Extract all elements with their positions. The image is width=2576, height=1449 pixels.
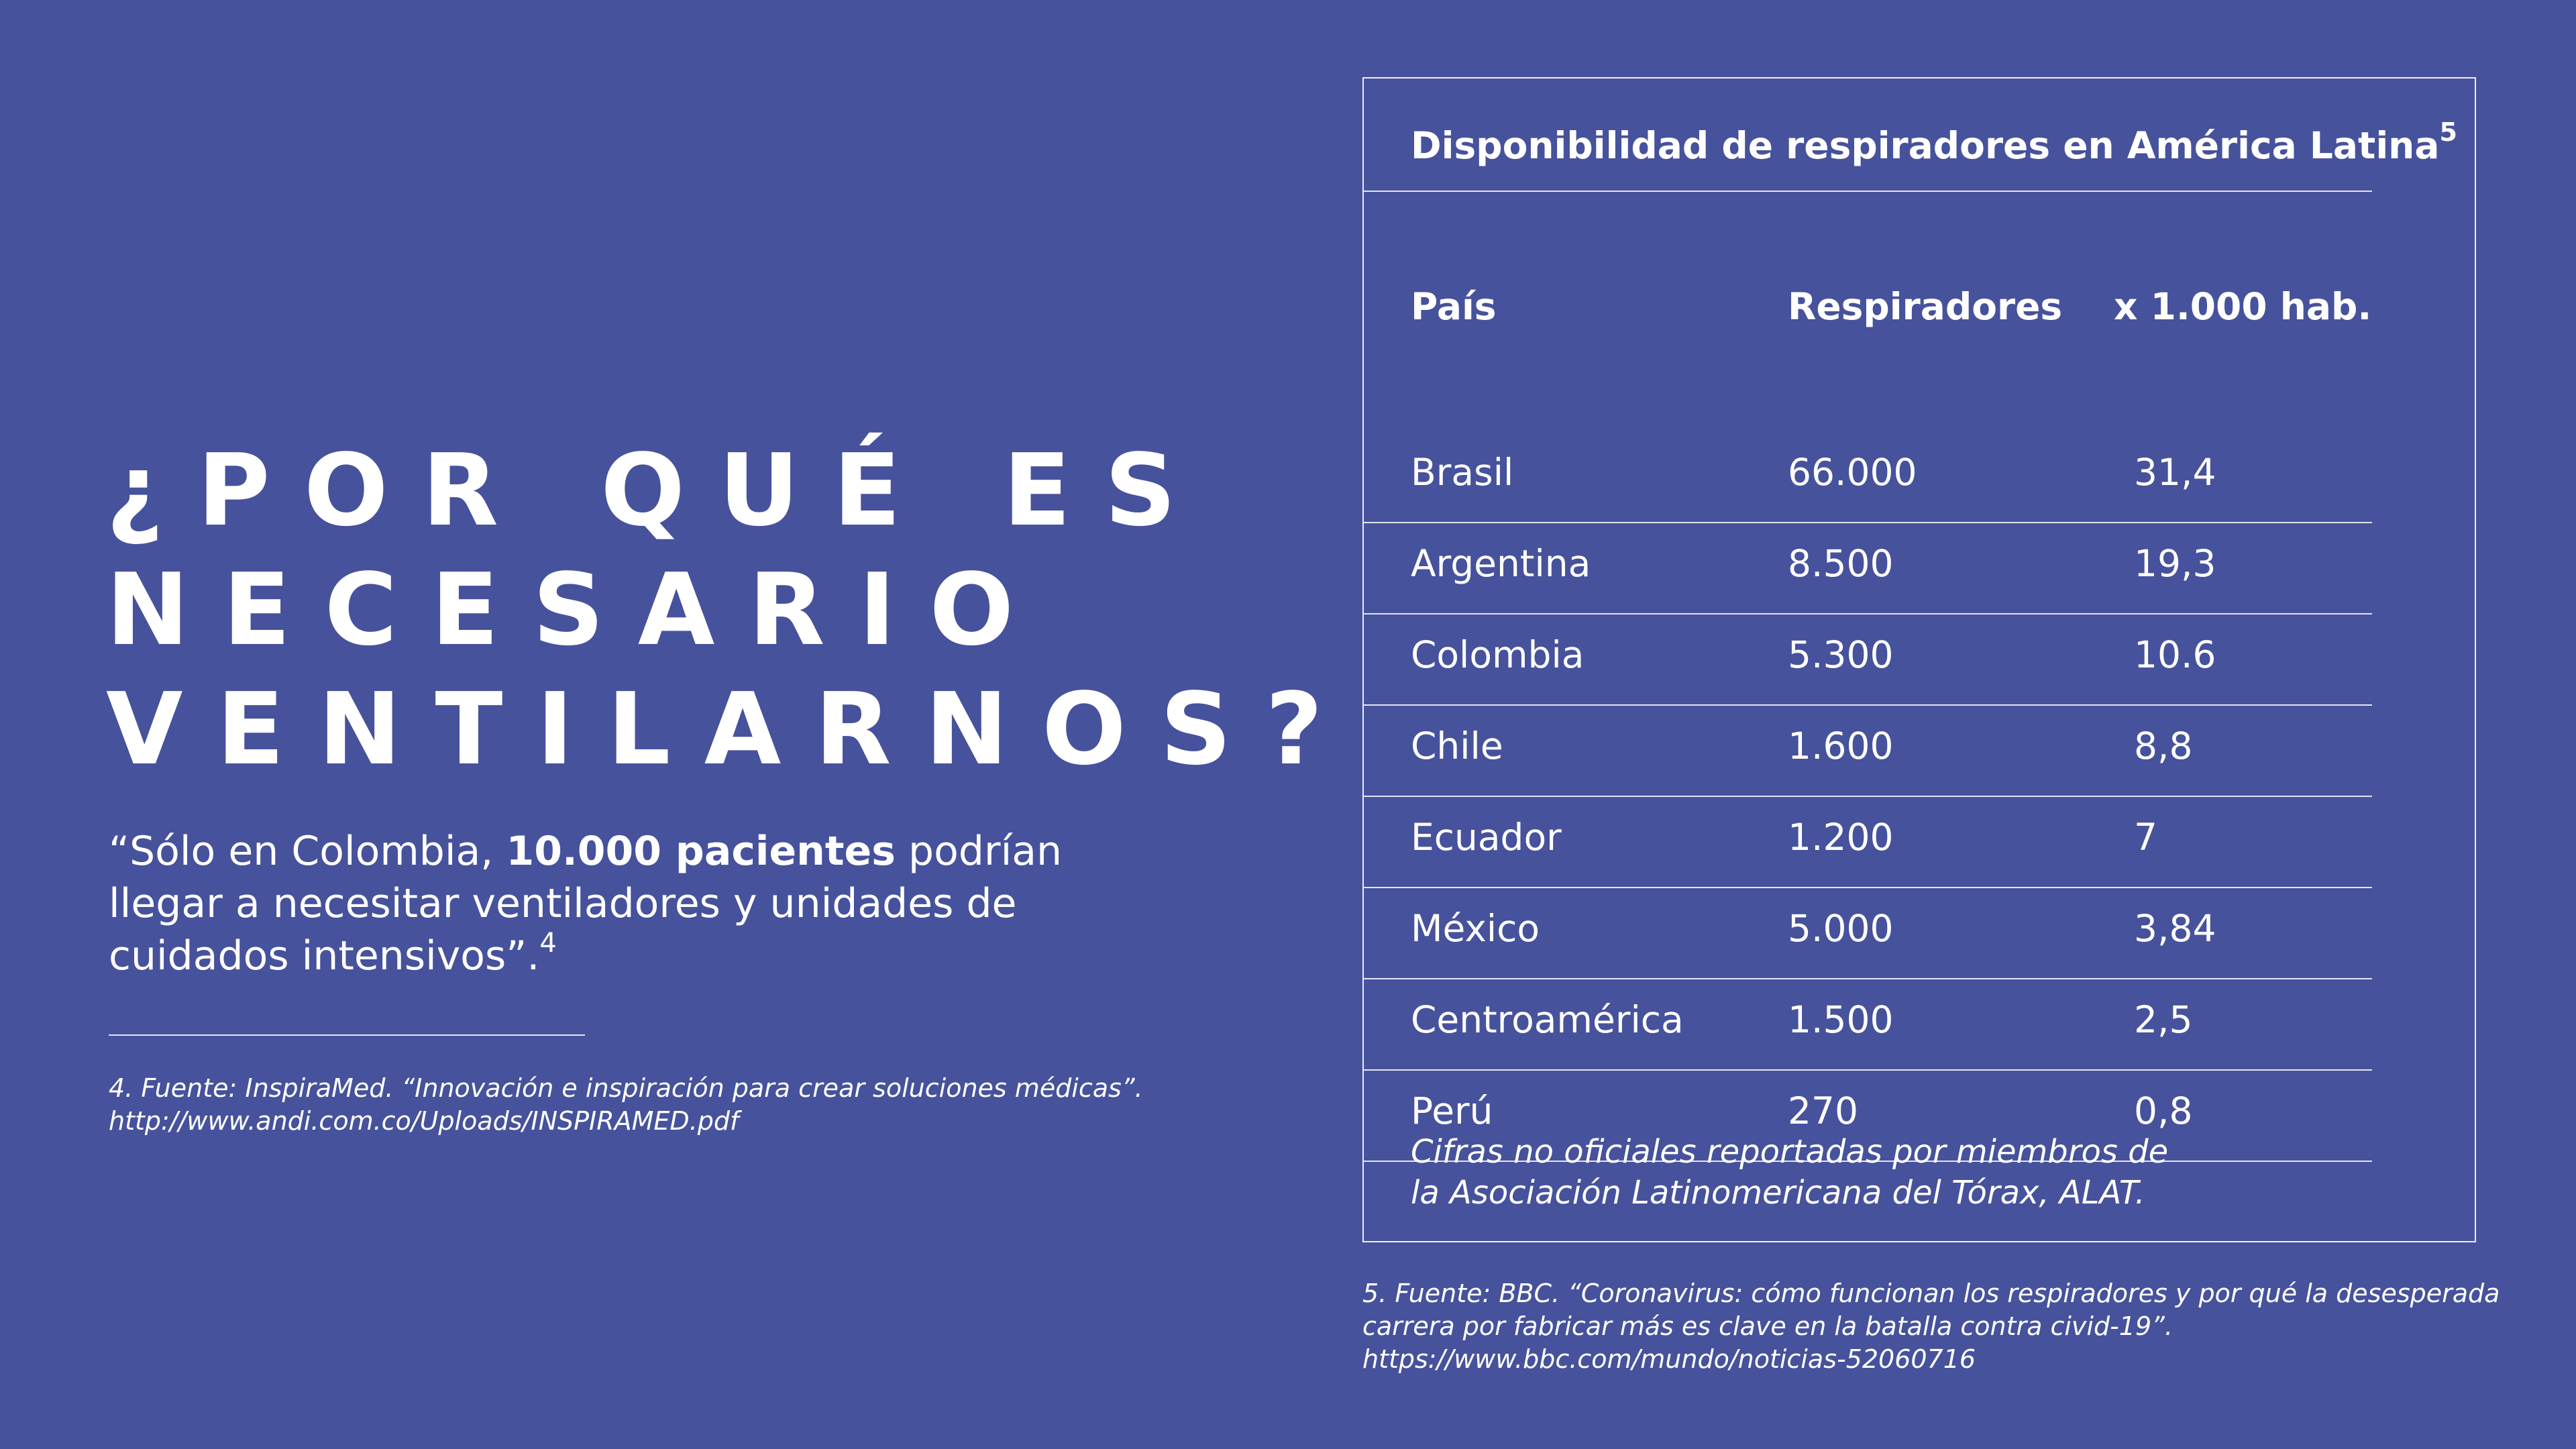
title-divider — [1364, 191, 2372, 192]
header-country: País — [1411, 285, 1497, 328]
table-row: Brasil 66.000 31,4 — [1364, 432, 2372, 523]
row-divider — [1364, 887, 2372, 888]
cell-per-thousand: 3,84 — [2134, 907, 2216, 950]
cell-ventilators: 5.300 — [1788, 633, 1894, 676]
row-divider — [1364, 522, 2372, 523]
headline-line-2: NECESARIO — [106, 552, 1048, 667]
table-row: Perú 270 0,8 — [1364, 1071, 2372, 1162]
row-divider — [1364, 1069, 2372, 1071]
footnote-4: 4. Fuente: InspiraMed. “Innovación e ins… — [109, 1073, 1143, 1136]
quote-before: “Sólo en Colombia, — [109, 828, 506, 875]
cell-country: Centroamérica — [1411, 998, 1684, 1041]
row-divider — [1364, 1161, 2372, 1162]
cell-ventilators: 5.000 — [1788, 907, 1894, 950]
cell-ventilators: 270 — [1788, 1089, 1858, 1132]
cell-per-thousand: 10.6 — [2134, 633, 2216, 676]
cell-per-thousand: 19,3 — [2134, 542, 2216, 585]
quote-after: podrían llegar a necesitar ventiladores … — [109, 828, 1063, 979]
row-divider — [1364, 704, 2372, 706]
table-row: México 5.000 3,84 — [1364, 888, 2372, 979]
table-row: Colombia 5.300 10.6 — [1364, 614, 2372, 706]
table-title: Disponibilidad de respiradores en Améric… — [1411, 112, 2457, 179]
cell-per-thousand: 0,8 — [2134, 1089, 2193, 1132]
table-row: Chile 1.600 8,8 — [1364, 706, 2372, 797]
cell-per-thousand: 31,4 — [2134, 451, 2216, 494]
cell-per-thousand: 2,5 — [2134, 998, 2193, 1041]
header-ventilators: Respiradores — [1788, 285, 2063, 328]
ventilator-table-panel: Disponibilidad de respiradores en Améric… — [1362, 77, 2476, 1242]
cell-country: Colombia — [1411, 633, 1585, 676]
cell-per-thousand: 7 — [2134, 816, 2157, 859]
header-per-thousand: x 1.000 hab. — [2114, 285, 2372, 328]
cell-ventilators: 8.500 — [1788, 542, 1894, 585]
row-divider — [1364, 796, 2372, 797]
table-row: Argentina 8.500 19,3 — [1364, 523, 2372, 614]
cell-ventilators: 1.600 — [1788, 724, 1894, 767]
cell-country: Chile — [1411, 724, 1503, 767]
cell-country: México — [1411, 907, 1540, 950]
table-title-text: Disponibilidad de respiradores en Améric… — [1411, 124, 2440, 167]
cell-ventilators: 66.000 — [1788, 451, 1917, 494]
cell-ventilators: 1.200 — [1788, 816, 1894, 859]
cell-country: Ecuador — [1411, 816, 1562, 859]
cell-country: Argentina — [1411, 542, 1591, 585]
headline-line-1: ¿POR QUÉ ES — [106, 433, 1210, 548]
footnote-divider — [109, 1034, 585, 1036]
quote-highlight: 10.000 pacientes — [506, 828, 896, 875]
table-title-footnote-ref: 5 — [2439, 117, 2457, 147]
table-row: Centroamérica 1.500 2,5 — [1364, 979, 2372, 1071]
row-divider — [1364, 978, 2372, 979]
page-headline: ¿POR QUÉ ES NECESARIO VENTILARNOS? — [106, 431, 1357, 789]
cell-ventilators: 1.500 — [1788, 998, 1894, 1041]
table-row: Ecuador 1.200 7 — [1364, 797, 2372, 888]
row-divider — [1364, 613, 2372, 614]
cell-country: Perú — [1411, 1089, 1493, 1132]
table-note: Cifras no oficiales reportadas por miemb… — [1411, 1133, 2169, 1212]
quote-text: “Sólo en Colombia, 10.000 pacientes podr… — [109, 825, 1102, 982]
headline-line-3: VENTILARNOS? — [106, 672, 1357, 787]
quote-footnote-ref: 4 — [539, 928, 557, 959]
footnote-5: 5. Fuente: BBC. “Coronavirus: cómo funci… — [1362, 1279, 2500, 1374]
cell-country: Brasil — [1411, 451, 1514, 494]
cell-per-thousand: 8,8 — [2134, 724, 2193, 767]
